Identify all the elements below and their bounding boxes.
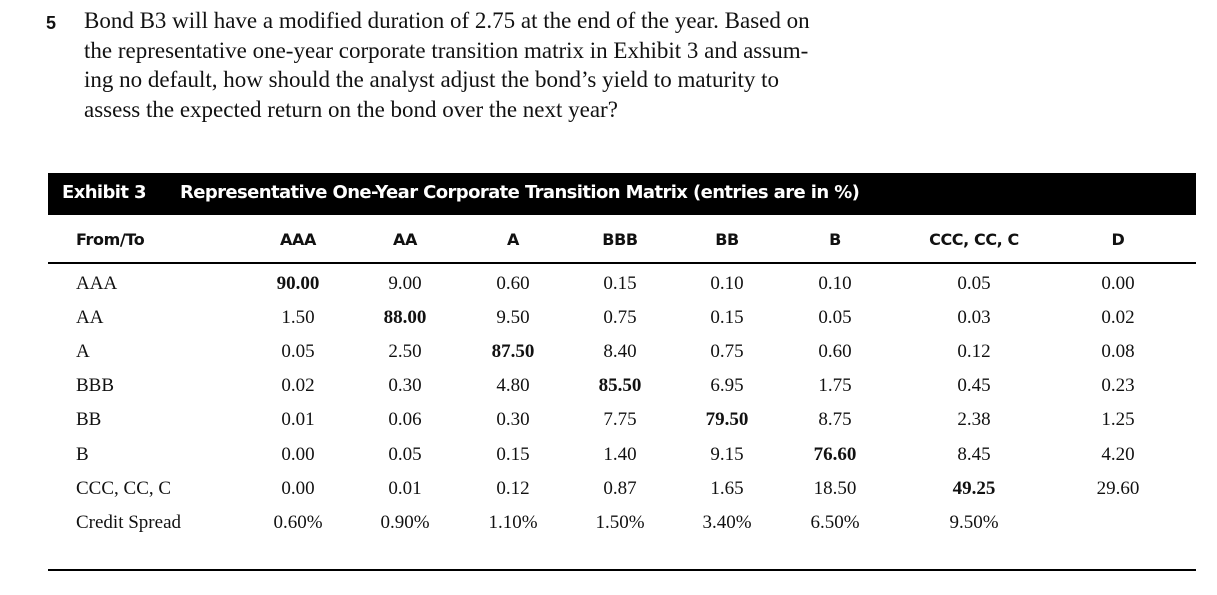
table-cell: 0.02 bbox=[1101, 307, 1135, 328]
table-cell: 0.00 bbox=[281, 478, 315, 499]
table-cell: 9.15 bbox=[710, 444, 744, 465]
table-cell: 0.06 bbox=[388, 409, 422, 430]
column-header: B bbox=[829, 230, 841, 249]
table-cell: 0.12 bbox=[957, 341, 991, 362]
column-header: D bbox=[1111, 230, 1125, 249]
table-cell: 9.00 bbox=[388, 273, 422, 294]
table-cell: 1.40 bbox=[603, 444, 637, 465]
table-cell: 0.75 bbox=[710, 341, 744, 362]
table-cell: 1.25 bbox=[1101, 409, 1135, 430]
table-cell: 0.60 bbox=[818, 341, 852, 362]
table-cell: 0.30 bbox=[496, 409, 530, 430]
table-cell: 0.75 bbox=[603, 307, 637, 328]
table-cell: 87.50 bbox=[491, 341, 535, 362]
row-label: AA bbox=[76, 307, 104, 328]
column-header: BBB bbox=[602, 230, 638, 249]
table-cell: 0.15 bbox=[603, 273, 637, 294]
table-cell: 18.50 bbox=[813, 478, 857, 499]
table-cell: 85.50 bbox=[598, 375, 642, 396]
exhibit-title: Representative One-Year Corporate Transi… bbox=[180, 182, 860, 203]
table-cell: 4.20 bbox=[1101, 444, 1135, 465]
table-cell: 6.50% bbox=[810, 512, 860, 533]
table-cell: 0.10 bbox=[818, 273, 852, 294]
row-label: B bbox=[76, 444, 89, 465]
table-cell: 9.50% bbox=[949, 512, 999, 533]
table-cell: 0.03 bbox=[957, 307, 991, 328]
column-header: A bbox=[507, 230, 519, 249]
table-cell: 8.75 bbox=[818, 409, 852, 430]
table-cell: 76.60 bbox=[813, 444, 857, 465]
row-label: Credit Spread bbox=[76, 512, 182, 533]
table-cell: 0.05 bbox=[957, 273, 991, 294]
table-cell: 0.01 bbox=[388, 478, 422, 499]
table-cell: 3.40% bbox=[702, 512, 752, 533]
table-cell: 1.75 bbox=[818, 375, 852, 396]
table-cell: 29.60 bbox=[1096, 478, 1140, 499]
question-text: Bond B3 will have a modified duration of… bbox=[84, 6, 864, 124]
table-cell: 0.08 bbox=[1101, 341, 1135, 362]
table-cell: 8.45 bbox=[957, 444, 991, 465]
row-label: BBB bbox=[76, 375, 115, 396]
table-cell: 4.80 bbox=[496, 375, 530, 396]
table-cell: 0.23 bbox=[1101, 375, 1135, 396]
question-number: 5 bbox=[46, 13, 57, 33]
table-cell: 1.50 bbox=[281, 307, 315, 328]
table-cell: 0.05 bbox=[281, 341, 315, 362]
table-cell: 0.12 bbox=[496, 478, 530, 499]
table-cell: 0.15 bbox=[496, 444, 530, 465]
question-line: assess the expected return on the bond o… bbox=[84, 96, 618, 122]
row-label: BB bbox=[76, 409, 102, 430]
table-cell: 79.50 bbox=[705, 409, 749, 430]
table-cell: 8.40 bbox=[603, 341, 637, 362]
table-cell: 0.60 bbox=[496, 273, 530, 294]
table-cell: 7.75 bbox=[603, 409, 637, 430]
question-line: the representative one-year corporate tr… bbox=[84, 37, 809, 63]
table-cell: 1.10% bbox=[488, 512, 538, 533]
table-cell: 49.25 bbox=[952, 478, 996, 499]
bottom-rule bbox=[48, 569, 1196, 571]
column-header: CCC, CC, C bbox=[929, 230, 1019, 249]
table-cell: 0.60% bbox=[273, 512, 323, 533]
column-header: AA bbox=[393, 230, 417, 249]
table-cell: 0.10 bbox=[710, 273, 744, 294]
table-cell: 0.87 bbox=[603, 478, 637, 499]
row-label: AAA bbox=[76, 273, 118, 294]
row-header: From/To bbox=[76, 230, 145, 249]
question-line: ing no default, how should the analyst a… bbox=[84, 67, 780, 92]
row-label: A bbox=[76, 341, 90, 362]
table-cell: 9.50 bbox=[496, 307, 530, 328]
table-cell: 1.65 bbox=[710, 478, 744, 499]
table-cell: 2.50 bbox=[388, 341, 422, 362]
table-cell: 1.50% bbox=[595, 512, 645, 533]
column-header: BB bbox=[715, 230, 739, 249]
table-cell: 0.15 bbox=[710, 307, 744, 328]
table-cell: 0.01 bbox=[281, 409, 315, 430]
table-cell: 0.05 bbox=[388, 444, 422, 465]
table-cell: 0.00 bbox=[1101, 273, 1135, 294]
exhibit-label: Exhibit 3 bbox=[62, 182, 147, 203]
table-cell: 0.30 bbox=[388, 375, 422, 396]
table-cell: 2.38 bbox=[957, 409, 991, 430]
table-cell: 90.00 bbox=[276, 273, 320, 294]
column-header: AAA bbox=[280, 230, 316, 249]
exhibit-title-bar: Exhibit 3 Representative One-Year Corpor… bbox=[48, 173, 1196, 215]
table-cell: 88.00 bbox=[383, 307, 427, 328]
table-cell: 0.05 bbox=[818, 307, 852, 328]
table-cell: 0.02 bbox=[281, 375, 315, 396]
header-rule bbox=[48, 262, 1196, 264]
table-cell: 0.00 bbox=[281, 444, 315, 465]
table-cell: 0.90% bbox=[380, 512, 430, 533]
table-cell: 0.45 bbox=[957, 375, 991, 396]
table-cell: 6.95 bbox=[710, 375, 744, 396]
row-label: CCC, CC, C bbox=[76, 478, 172, 499]
question-line: Bond B3 will have a modified duration of… bbox=[84, 8, 810, 33]
